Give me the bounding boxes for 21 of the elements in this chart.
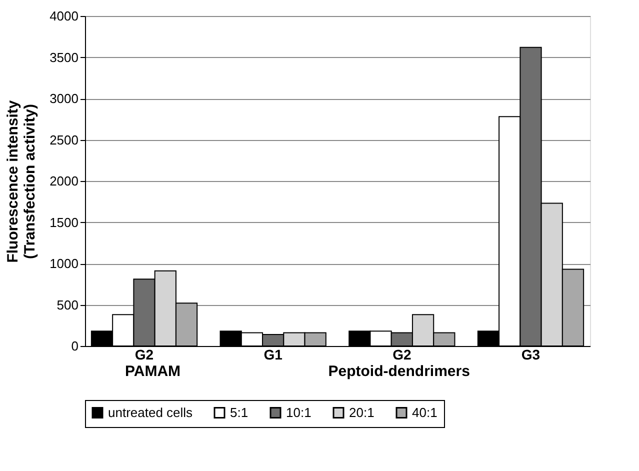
y-tick-label: 1000 xyxy=(50,256,78,271)
y-tick-label: 3500 xyxy=(50,50,78,65)
legend-label: 5:1 xyxy=(230,404,248,420)
x-tick-label: G1 xyxy=(264,346,283,362)
y-tick-label: 1500 xyxy=(50,214,78,230)
y-tick-label: 500 xyxy=(56,297,78,312)
y-tick-label: 0 xyxy=(71,338,78,354)
y-tick-label: 2500 xyxy=(50,132,78,148)
y-tick-label: 2000 xyxy=(50,174,78,188)
x-tick-label: G3 xyxy=(521,346,540,362)
text: Peptoid-dendrimers xyxy=(328,363,470,380)
legend-label: 10:1 xyxy=(286,404,312,420)
y-tick-label: 3000 xyxy=(50,91,78,106)
legend-label: 40:1 xyxy=(412,404,438,420)
y-axis-title: Fluorescence intensity (Transfection activity) xyxy=(4,100,39,263)
y-tick-label: 4000 xyxy=(50,8,78,24)
legend-label: untreated cells xyxy=(108,404,194,420)
text: PAMAM xyxy=(124,363,181,380)
x-tick-label: G2 xyxy=(134,346,154,362)
legend-label: 20:1 xyxy=(349,404,374,420)
x-tick-label: G2 xyxy=(392,346,412,362)
